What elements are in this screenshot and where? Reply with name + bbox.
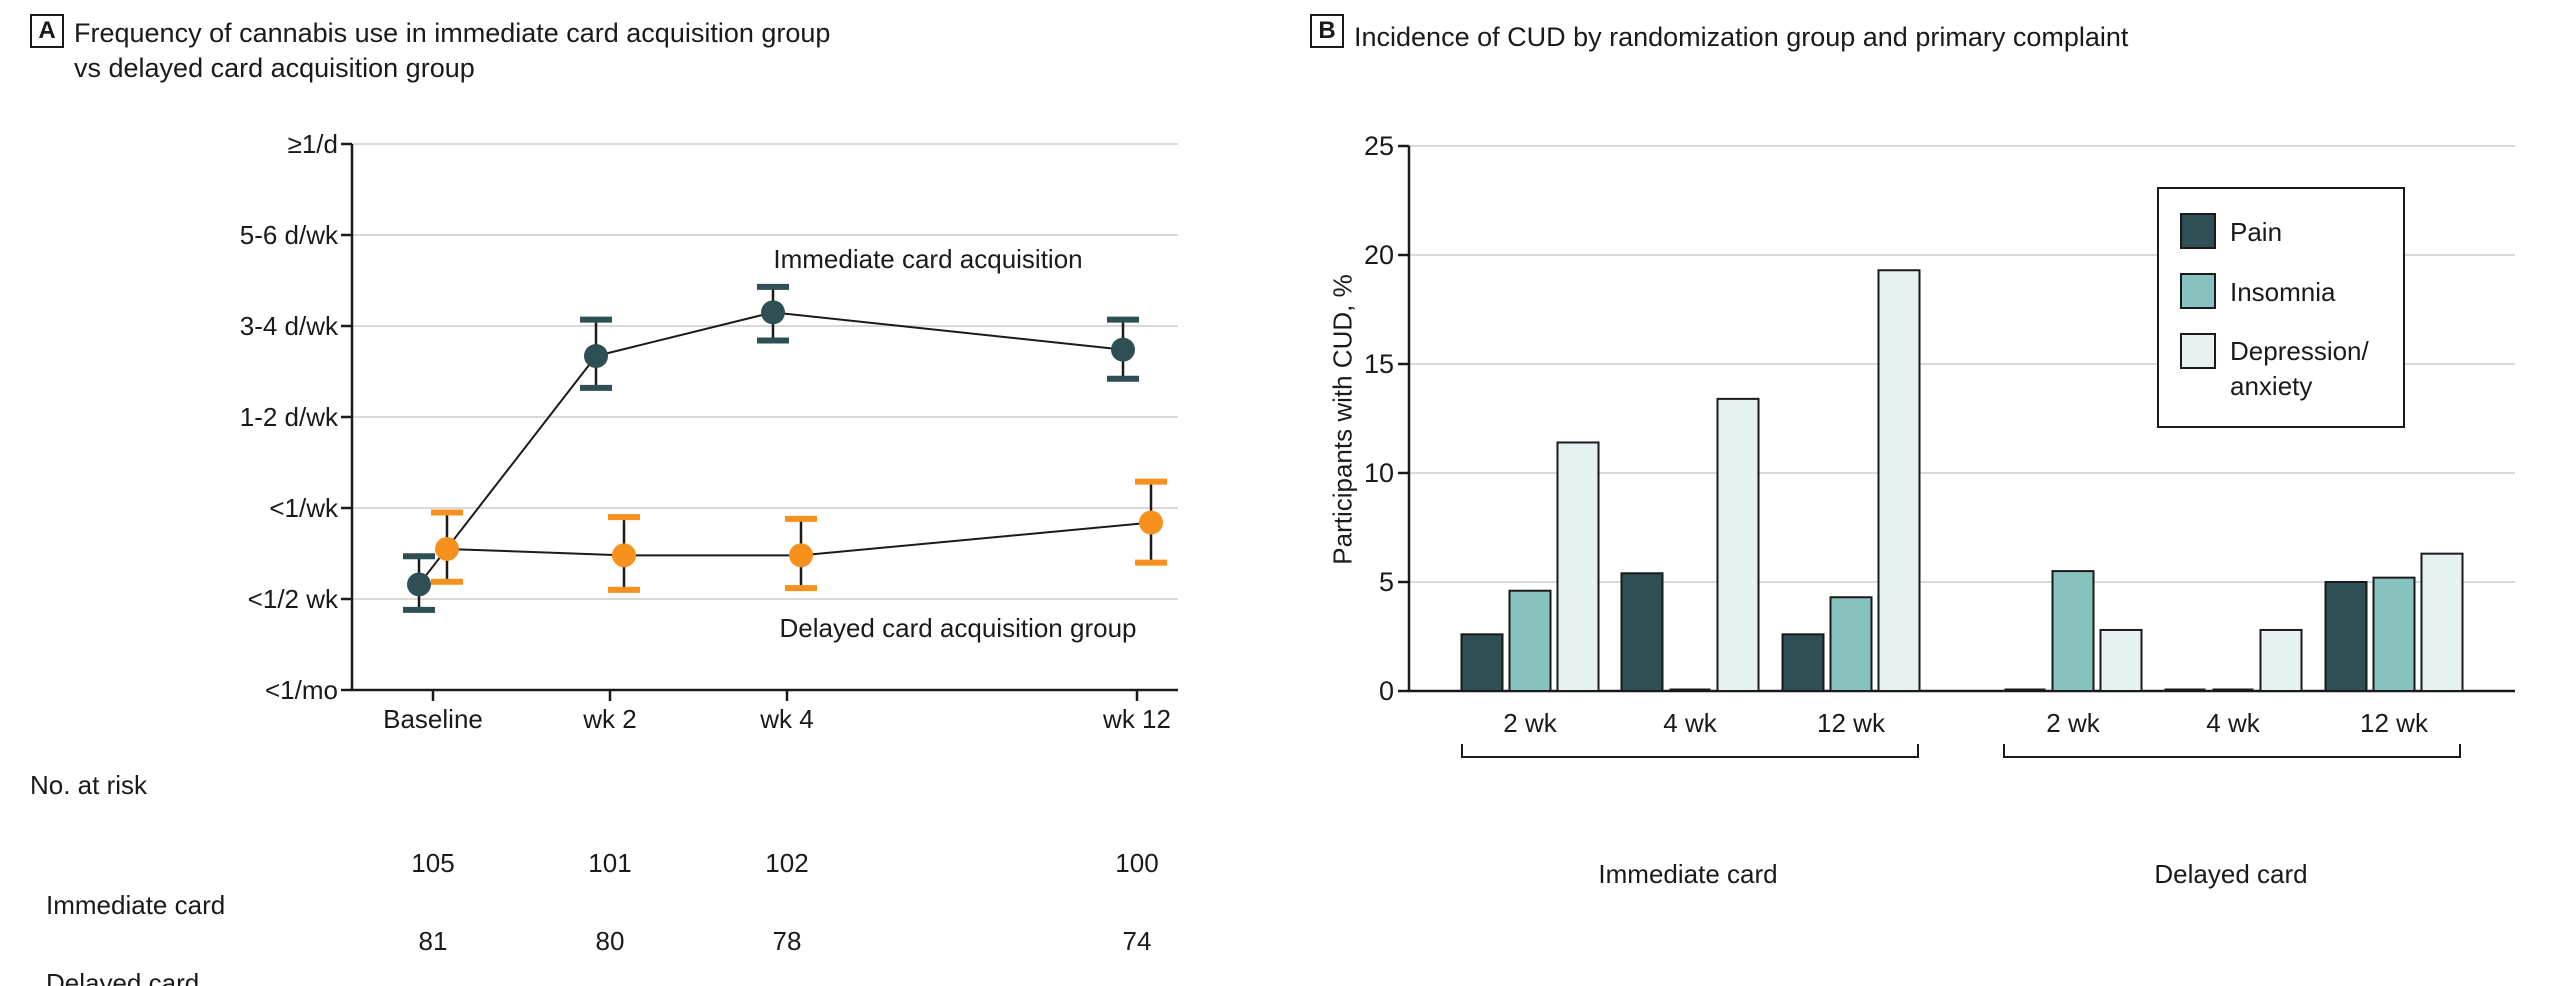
annotation-immediate-series: Immediate card acquisition — [773, 244, 1083, 274]
panel-b-label: B — [1310, 14, 1344, 48]
panel-b-timepoint-label: 12 wk — [2360, 708, 2428, 738]
at-risk-row2-label: Delayed card acquisition group — [46, 878, 243, 986]
panel-b-timepoint-label: 2 wk — [1503, 708, 1557, 738]
panel-b-timepoint-label: 2 wk — [2046, 708, 2100, 738]
panel-a-y-tick-label: <1/2 wk — [247, 584, 338, 614]
panel-b-y-tick-label: 15 — [1363, 349, 1394, 379]
panel-b-y-tick-label: 20 — [1363, 240, 1394, 270]
panel-a-x-tick-label: wk 4 — [760, 704, 814, 734]
bar-depression-anxiety — [2099, 628, 2143, 693]
data-point — [1111, 337, 1135, 362]
data-point — [1139, 510, 1163, 535]
at-risk-value: 102 — [765, 848, 809, 878]
panel-b-y-tick-label: 10 — [1363, 458, 1394, 488]
panel-a-y-tick-label: 1-2 d/wk — [239, 402, 338, 432]
legend-label-depression: Depression/ — [2230, 336, 2369, 366]
legend-label-anxiety: anxiety — [2230, 371, 2313, 401]
at-risk-value: 74 — [1122, 926, 1152, 956]
panel-a-series-line — [418, 311, 1124, 586]
data-point — [612, 543, 636, 568]
panel-b-timepoint-label: 4 wk — [2206, 708, 2260, 738]
bar-pain — [1781, 633, 1825, 693]
panel-a-y-tick-label: ≥1/d — [287, 129, 338, 159]
legend-swatch-depression-anxiety — [2180, 333, 2216, 369]
legend-swatch-insomnia — [2180, 273, 2216, 309]
panel-a-x-tick-label: wk 12 — [1103, 704, 1171, 734]
panel-a-y-tick-label: 3-4 d/wk — [239, 311, 338, 341]
panel-b-title: Incidence of CUD by randomization group … — [1354, 22, 2129, 52]
panel-b-y-tick-label: 0 — [1378, 676, 1394, 706]
group-label-immediate-line2: acquisition group — [1590, 979, 1787, 986]
panel-b-y-tick-label: 5 — [1378, 567, 1394, 597]
bar-depression-anxiety — [1716, 397, 1760, 692]
panel-b-timepoint-label: 4 wk — [1663, 708, 1717, 738]
bar-pain — [1460, 633, 1504, 693]
panel-a-label: A — [30, 14, 64, 48]
group-label-delayed-line1: Delayed card — [2154, 859, 2308, 889]
bar-depression-anxiety — [2420, 552, 2464, 692]
panel-a-y-tick-label: <1/wk — [269, 493, 338, 523]
data-point — [407, 572, 431, 597]
at-risk-value: 101 — [588, 848, 632, 878]
panel-a-y-tick-label: <1/mo — [265, 675, 338, 705]
data-point — [435, 536, 459, 561]
bar-depression-anxiety — [1556, 441, 1600, 693]
group-label-immediate: Immediate card acquisition group — [1590, 769, 1787, 986]
legend-label-insomnia: Insomnia — [2230, 277, 2336, 307]
panel-a-title-line2: vs delayed card acquisition group — [74, 53, 475, 83]
group-bracket — [2003, 744, 2461, 758]
data-point — [584, 344, 608, 369]
data-point — [761, 300, 785, 325]
legend-swatch-pain — [2180, 213, 2216, 249]
at-risk-row1-label: Immediate card acquisition group — [46, 800, 243, 986]
group-bracket — [1461, 744, 1919, 758]
bar-depression-anxiety — [1877, 269, 1921, 692]
at-risk-value: 105 — [411, 848, 455, 878]
at-risk-value: 80 — [595, 926, 625, 956]
panel-a-y-tick-label: 5-6 d/wk — [239, 220, 338, 250]
panel-a-x-tick-label: wk 2 — [583, 704, 637, 734]
panel-a-series-line — [446, 521, 1152, 557]
at-risk-row2-label-line1: Delayed card — [46, 968, 200, 986]
at-risk-value: 100 — [1115, 848, 1159, 878]
group-label-delayed: Delayed card acquisition group — [2133, 769, 2330, 986]
bar-pain — [2324, 581, 2368, 692]
bar-pain — [1620, 572, 1664, 693]
annotation-delayed-series: Delayed card acquisition group — [779, 613, 1137, 643]
data-point — [789, 543, 813, 568]
group-label-delayed-line2: acquisition group — [2133, 979, 2330, 986]
group-label-immediate-line1: Immediate card — [1598, 859, 1778, 889]
bar-depression-anxiety — [2259, 628, 2303, 693]
panel-b-timepoint-label: 12 wk — [1817, 708, 1885, 738]
panel-b-y-tick-label: 25 — [1363, 131, 1394, 161]
bar-insomnia — [2372, 576, 2416, 693]
bar-insomnia — [1829, 596, 1873, 693]
legend-label-pain: Pain — [2230, 217, 2283, 247]
panel-a-x-tick-label: Baseline — [383, 704, 483, 734]
panel-a-title-line1: Frequency of cannabis use in immediate c… — [74, 18, 831, 48]
at-risk-title: No. at risk — [30, 770, 148, 800]
at-risk-row1-label-line1: Immediate card — [46, 890, 226, 920]
bar-insomnia — [2051, 570, 2095, 692]
at-risk-value: 81 — [418, 926, 448, 956]
bar-insomnia — [1508, 589, 1552, 692]
at-risk-value: 78 — [772, 926, 802, 956]
